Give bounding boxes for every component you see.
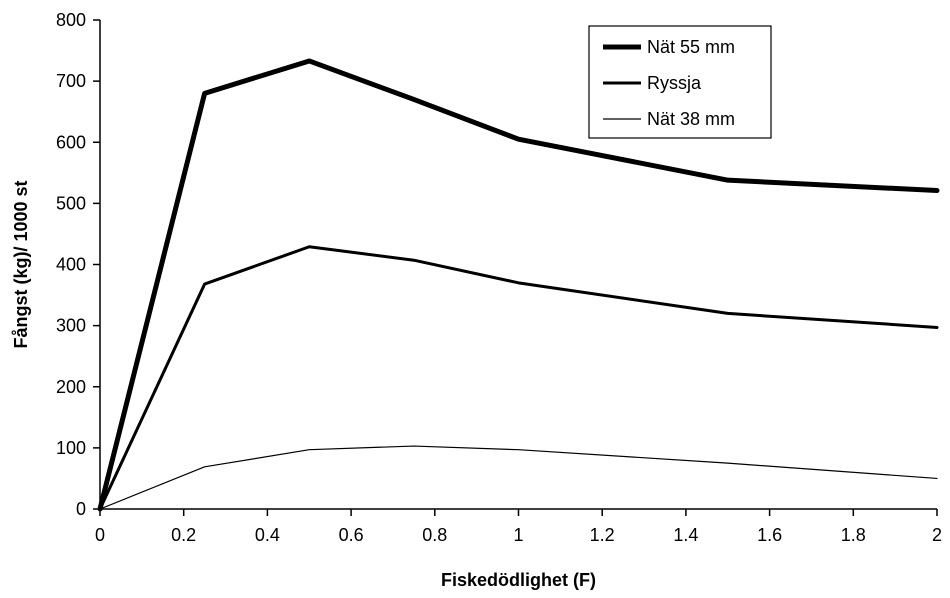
y-tick-label: 500 [56, 193, 86, 213]
legend: Nät 55 mm Ryssja Nät 38 mm [588, 25, 772, 139]
legend-label-1: Nät 55 mm [647, 37, 735, 57]
x-tick-label: 1.8 [841, 525, 866, 545]
series-line-2 [98, 245, 939, 511]
series-line-3 [99, 445, 938, 510]
y-tick-label: 100 [56, 438, 86, 458]
x-tick-label: 0.4 [255, 525, 280, 545]
series-line-1 [97, 58, 940, 512]
y-tick-label: 300 [56, 316, 86, 336]
x-tick-label: 1.6 [757, 525, 782, 545]
y-tick-label: 0 [76, 499, 86, 519]
y-tick-label: 200 [56, 377, 86, 397]
x-tick-label: 0.6 [339, 525, 364, 545]
axes [99, 20, 937, 510]
y-axis-ticks: 0 100 200 300 400 500 600 700 800 [56, 10, 100, 519]
x-tick-label: 1.4 [673, 525, 698, 545]
x-tick-label: 0 [95, 525, 105, 545]
x-tick-label: 2 [932, 525, 942, 545]
x-tick-label: 0.2 [171, 525, 196, 545]
y-axis-title: Fångst (kg)/ 1000 st [11, 180, 31, 348]
y-tick-label: 400 [56, 255, 86, 275]
x-tick-label: 0.8 [422, 525, 447, 545]
y-tick-label: 700 [56, 71, 86, 91]
x-tick-label: 1 [513, 525, 523, 545]
legend-label-2: Ryssja [647, 73, 702, 93]
y-tick-label: 600 [56, 132, 86, 152]
x-tick-label: 1.2 [590, 525, 615, 545]
x-axis-ticks: 0 0.2 0.4 0.6 0.8 1 1.2 1.4 1.6 1.8 2 [95, 509, 942, 545]
x-axis-title: Fiskedödlighet (F) [441, 570, 596, 590]
legend-label-3: Nät 38 mm [647, 109, 735, 129]
series-lines [97, 58, 940, 512]
y-tick-label: 800 [56, 10, 86, 30]
